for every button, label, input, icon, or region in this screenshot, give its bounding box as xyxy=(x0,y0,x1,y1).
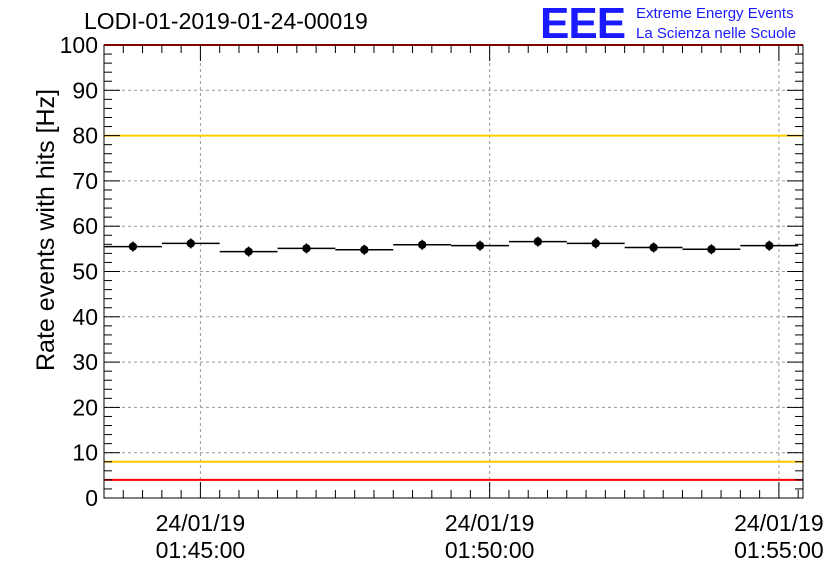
x-tick-time-label: 01:45:00 xyxy=(156,537,246,563)
data-point xyxy=(128,242,138,251)
y-tick-label: 50 xyxy=(72,259,98,285)
x-tick-date-label: 24/01/19 xyxy=(156,510,246,536)
grid-layer xyxy=(104,45,803,498)
y-tick-label: 90 xyxy=(72,77,98,103)
data-point xyxy=(417,240,427,249)
x-tick-time-label: 01:50:00 xyxy=(445,537,535,563)
data-point xyxy=(186,239,195,248)
data-point xyxy=(591,239,600,248)
data-point xyxy=(302,244,311,253)
data-point xyxy=(360,245,369,254)
logo-line-1: Extreme Energy Events xyxy=(636,5,794,22)
x-tick-date-label: 24/01/19 xyxy=(445,510,535,536)
reference-lines xyxy=(104,44,803,481)
data-layer xyxy=(104,236,799,257)
y-tick-label: 20 xyxy=(72,394,98,420)
y-tick-label: 60 xyxy=(72,213,98,239)
y-tick-label: 70 xyxy=(72,168,98,194)
data-point xyxy=(765,241,774,250)
x-tick-time-label: 01:55:00 xyxy=(734,537,824,563)
eee-logo: EEE xyxy=(540,0,626,48)
data-point xyxy=(244,247,253,256)
y-tick-label: 40 xyxy=(72,304,98,330)
data-point xyxy=(533,237,543,246)
data-point xyxy=(707,245,716,254)
y-tick-label: 10 xyxy=(72,440,98,466)
logo-line-2: La Scienza nelle Scuole xyxy=(636,25,797,42)
y-tick-label: 30 xyxy=(72,349,98,375)
axis-layer: 010203040506070809010024/01/1901:45:0024… xyxy=(60,32,824,563)
y-tick-label: 100 xyxy=(60,32,98,58)
x-tick-date-label: 24/01/19 xyxy=(734,510,824,536)
data-point xyxy=(649,243,658,252)
data-point xyxy=(475,241,485,250)
y-axis-label: Rate events with hits [Hz] xyxy=(32,88,60,371)
y-tick-label: 80 xyxy=(72,123,98,149)
y-tick-label: 0 xyxy=(85,485,98,511)
chart-title: LODI-01-2019-01-24-00019 xyxy=(84,8,368,34)
